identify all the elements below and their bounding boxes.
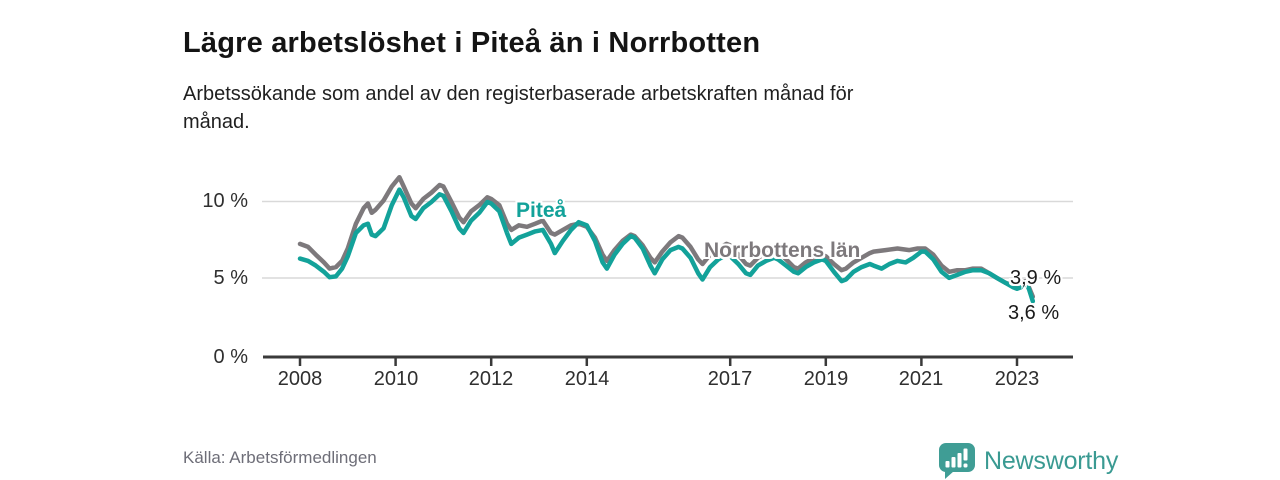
x-tick-label-2008: 2008 xyxy=(277,368,323,390)
latest-value-pitea: 3,6 % xyxy=(1008,302,1060,324)
x-tick-label-2012: 2012 xyxy=(468,368,514,390)
series-label-pitea: Piteå xyxy=(516,199,567,222)
y-tick-label-10: 10 % xyxy=(202,190,248,212)
newsworthy-logo[interactable]: Newsworthy xyxy=(936,442,1118,480)
x-tick-label-2014: 2014 xyxy=(564,368,610,390)
source-note: Källa: Arbetsförmedlingen xyxy=(183,448,377,467)
x-tick-label-2010: 2010 xyxy=(373,368,419,390)
series-line-norrbotten xyxy=(297,174,1036,299)
newsworthy-wordmark: Newsworthy xyxy=(984,446,1119,475)
y-tick-label-5: 5 % xyxy=(213,267,248,289)
chart-subtitle: Arbetssökande som andel av den registerb… xyxy=(183,83,854,133)
x-tick-label-2017: 2017 xyxy=(707,368,753,390)
x-axis-ticks xyxy=(298,357,1019,366)
series-label-norrbotten: Norrbottens län xyxy=(704,239,861,262)
x-tick-label-2021: 2021 xyxy=(898,368,944,390)
y-tick-label-0: 0 % xyxy=(213,346,248,368)
x-tick-label-2023: 2023 xyxy=(994,368,1040,390)
series-line-pitea xyxy=(297,187,1036,304)
latest-value-norrbotten: 3,9 % xyxy=(1010,267,1062,289)
page-title: Lägre arbetslöshet i Piteå än i Norrbott… xyxy=(183,27,761,60)
x-tick-label-2019: 2019 xyxy=(803,368,849,390)
series-layer xyxy=(297,174,1036,304)
newsworthy-bubble-icon xyxy=(939,443,975,479)
